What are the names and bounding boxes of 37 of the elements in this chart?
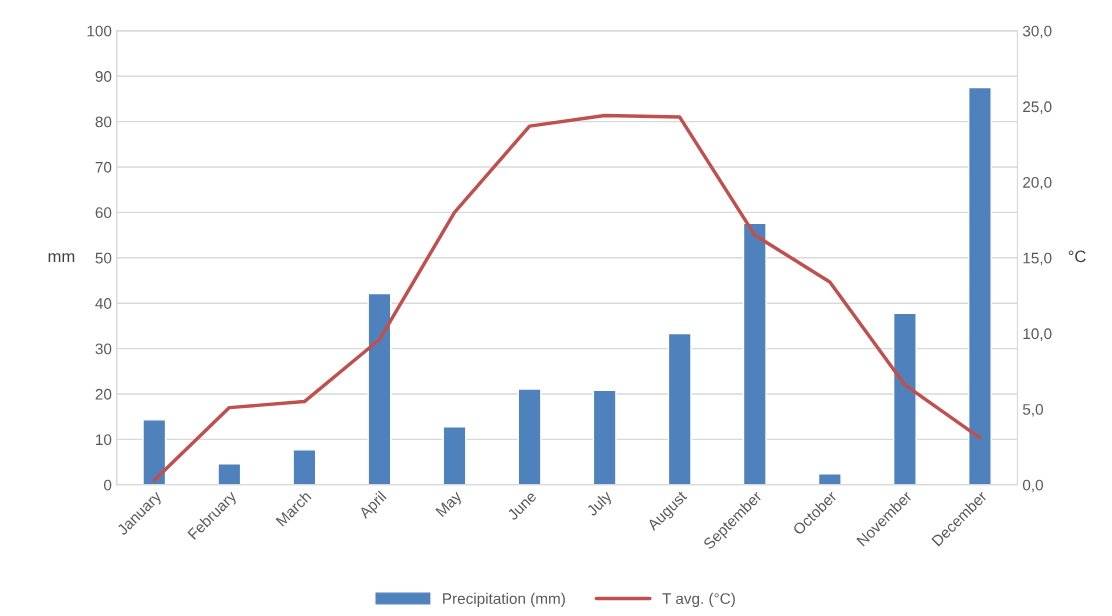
bar xyxy=(592,389,617,485)
y-tick-label: 10 xyxy=(96,434,112,446)
bar xyxy=(667,332,692,485)
bar xyxy=(442,425,467,485)
y-axis-title: mm xyxy=(48,253,75,263)
y-tick-label: 50 xyxy=(95,252,112,264)
x-tick-label: May xyxy=(435,490,465,520)
bar xyxy=(967,86,992,485)
legend-label: T avg. (°C) xyxy=(662,592,735,608)
bar xyxy=(292,449,317,485)
y-tick-label: 0 xyxy=(104,479,112,491)
y2-tick-label: 5,0 xyxy=(1022,403,1043,417)
y-tick-label: 70 xyxy=(95,161,112,173)
bar xyxy=(217,463,242,485)
y2-tick-label: 10,0 xyxy=(1023,328,1052,341)
bar xyxy=(892,312,917,485)
y-tick-label: 100 xyxy=(87,25,112,37)
y2-tick-label: 15,0 xyxy=(1023,252,1052,266)
bar xyxy=(817,473,842,485)
y-tick-label: 90 xyxy=(95,71,112,82)
y-tick-label: 40 xyxy=(95,298,112,309)
y2-axis-title: °C xyxy=(1068,250,1086,263)
legend-label: Precipitation (mm) xyxy=(443,592,565,608)
y-tick-label: 20 xyxy=(95,388,112,400)
y2-tick-label: 0,0 xyxy=(1022,479,1043,493)
bar xyxy=(367,292,392,485)
y2-tick-label: 30,0 xyxy=(1022,25,1052,39)
bar xyxy=(142,419,167,485)
bar xyxy=(742,222,767,485)
y2-tick-label: 25,0 xyxy=(1023,101,1052,114)
line-series xyxy=(152,113,982,482)
y-tick-label: 80 xyxy=(95,116,112,128)
bar xyxy=(517,388,542,485)
x-tick-label: July xyxy=(585,489,615,519)
y-tick-label: 30 xyxy=(95,343,112,355)
y-tick-label: 60 xyxy=(95,207,112,219)
y2-tick-label: 20,0 xyxy=(1023,177,1052,190)
